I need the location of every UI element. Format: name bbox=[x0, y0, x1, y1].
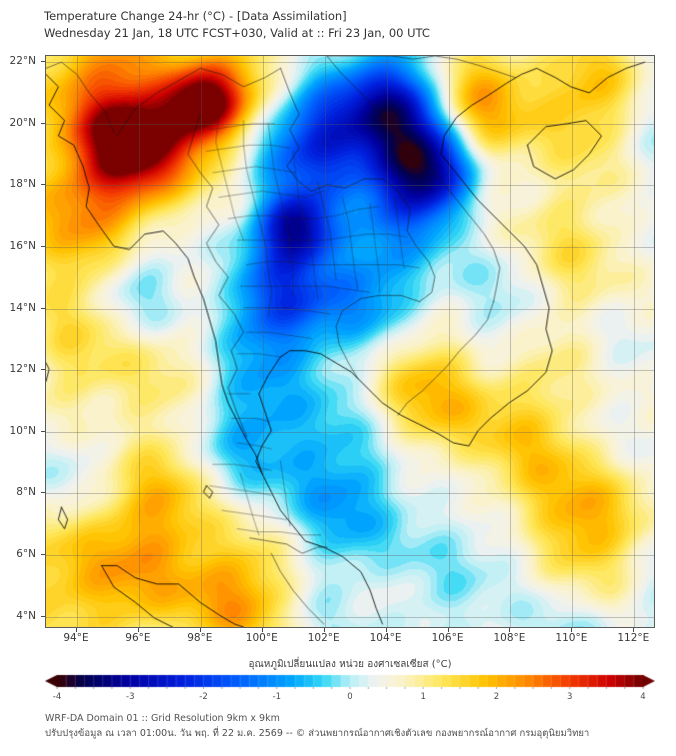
colorbar-block: อุณหภูมิเปลี่ยนแปลง หน่วย องศาเซลเซียส (… bbox=[45, 658, 655, 704]
colorbar-tick-label: -2 bbox=[199, 692, 208, 702]
colorbar-tick-label: 0 bbox=[347, 692, 353, 702]
latitude-tick-label: 12°N bbox=[9, 363, 36, 376]
longitude-tick-mark bbox=[385, 628, 387, 632]
latitude-tick-mark bbox=[41, 554, 45, 556]
longitude-tick-mark bbox=[261, 628, 263, 632]
colorbar-gradient bbox=[45, 673, 655, 689]
colorbar-strip bbox=[45, 673, 655, 689]
longitude-tick-label: 112°E bbox=[617, 632, 650, 644]
latitude-tick-label: 22°N bbox=[9, 55, 36, 68]
colorbar-tick-label: -1 bbox=[272, 692, 281, 702]
latitude-tick-label: 16°N bbox=[9, 240, 36, 252]
latitude-tick-mark bbox=[41, 307, 45, 309]
latitude-tick-mark bbox=[41, 369, 45, 371]
latitude-tick-mark bbox=[41, 430, 45, 432]
latitude-tick-label: 4°N bbox=[16, 609, 36, 622]
longitude-tick-label: 108°E bbox=[493, 632, 526, 644]
longitude-tick-mark bbox=[323, 628, 325, 632]
longitude-tick-mark bbox=[571, 628, 573, 632]
longitude-tick-mark bbox=[447, 628, 449, 632]
colorbar-tick-label: 1 bbox=[420, 692, 426, 702]
latitude-tick-mark bbox=[41, 492, 45, 494]
longitude-tick-label: 98°E bbox=[187, 632, 213, 644]
latitude-tick-label: 18°N bbox=[9, 178, 36, 191]
chart-title: Temperature Change 24-hr (°C) - [Data As… bbox=[44, 9, 347, 23]
longitude-axis: 94°E 96°E 98°E 100°E 102°E 104°E 106°E 108°E 110… bbox=[45, 632, 655, 650]
longitude-tick-mark bbox=[75, 628, 77, 632]
longitude-tick-label: 96°E bbox=[125, 632, 151, 644]
latitude-tick-label: 10°N bbox=[9, 424, 36, 437]
colorbar-ticks: -4 -3 -2 -1 0 1 2 3 4 bbox=[45, 690, 655, 704]
latitude-tick-mark bbox=[41, 615, 45, 617]
footer-block: WRF-DA Domain 01 :: Grid Resolution 9km … bbox=[45, 711, 665, 741]
latitude-tick-label: 14°N bbox=[9, 301, 36, 314]
colorbar-label: อุณหภูมิเปลี่ยนแปลง หน่วย องศาเซลเซียส (… bbox=[248, 659, 452, 670]
longitude-tick-label: 110°E bbox=[555, 632, 588, 644]
colorbar-tick-label: 4 bbox=[640, 692, 646, 702]
longitude-tick-label: 106°E bbox=[431, 632, 464, 644]
colorbar-tick-label: -4 bbox=[52, 692, 62, 702]
temperature-anomaly-raster bbox=[46, 56, 654, 627]
longitude-tick-mark bbox=[137, 628, 139, 632]
latitude-axis: 22°N 20°N 18°N 16°N 14°N 12°N 10°N 8°N 6°N 4°N bbox=[0, 55, 41, 628]
footer-update-info: ปรับปรุงข้อมูล ณ เวลา 01:00น. วัน พฤ. ที… bbox=[45, 728, 590, 739]
longitude-tick-mark bbox=[199, 628, 201, 632]
latitude-tick-mark bbox=[41, 122, 45, 124]
longitude-tick-mark bbox=[633, 628, 635, 632]
latitude-tick-mark bbox=[41, 61, 45, 63]
longitude-tick-label: 94°E bbox=[63, 632, 89, 644]
latitude-tick-label: 6°N bbox=[16, 548, 36, 561]
colorbar-tick-label: -3 bbox=[126, 692, 135, 702]
weather-map-panel[interactable] bbox=[45, 55, 655, 628]
colorbar-tick-label: 2 bbox=[493, 692, 500, 702]
longitude-tick-label: 102°E bbox=[307, 632, 340, 644]
latitude-tick-label: 20°N bbox=[9, 116, 36, 129]
longitude-tick-label: 104°E bbox=[369, 632, 402, 644]
latitude-tick-label: 8°N bbox=[16, 486, 36, 499]
colorbar-tick-label: 3 bbox=[567, 692, 573, 702]
longitude-tick-mark bbox=[509, 628, 511, 632]
chart-title-block: Temperature Change 24-hr (°C) - [Data As… bbox=[44, 8, 664, 42]
footer-model-info: WRF-DA Domain 01 :: Grid Resolution 9km … bbox=[45, 713, 280, 724]
latitude-tick-mark bbox=[41, 246, 45, 247]
chart-subtitle: Wednesday 21 Jan, 18 UTC FCST+030, Valid… bbox=[44, 26, 430, 40]
longitude-tick-label: 100°E bbox=[245, 632, 278, 644]
latitude-tick-mark bbox=[41, 184, 45, 186]
